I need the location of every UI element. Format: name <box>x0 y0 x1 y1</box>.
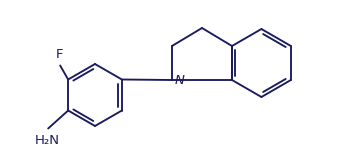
Text: H₂N: H₂N <box>35 134 60 147</box>
Text: F: F <box>55 49 63 62</box>
Text: N: N <box>175 75 185 88</box>
